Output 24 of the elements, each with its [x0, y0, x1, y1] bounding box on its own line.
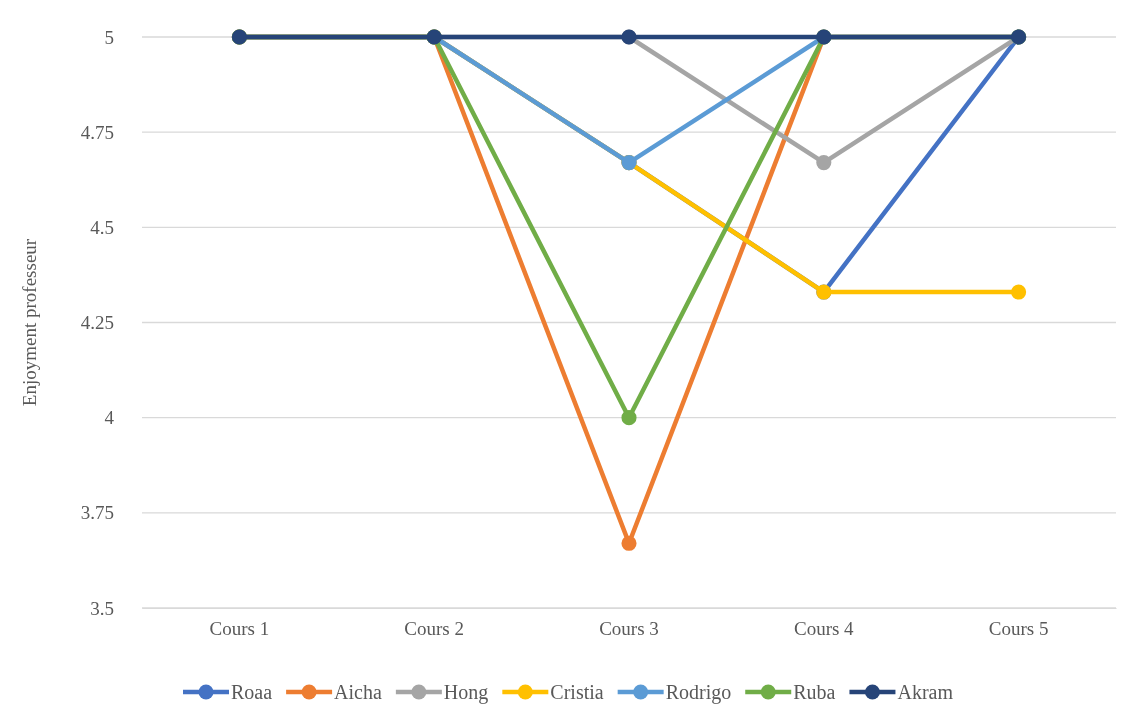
- legend-label: Roaa: [231, 681, 273, 703]
- legend-label: Ruba: [793, 681, 836, 703]
- legend-label: Rodrigo: [665, 681, 732, 704]
- legend-label: Aicha: [334, 681, 382, 703]
- y-tick-label: 4.75: [80, 121, 114, 143]
- point: [621, 410, 637, 426]
- legend-label: Akram: [897, 681, 954, 703]
- legend-label: Hong: [443, 681, 489, 704]
- y-tick-label: 5: [104, 26, 114, 48]
- y-tick-label: 4.25: [80, 312, 114, 334]
- point: [621, 535, 637, 551]
- x-tick-label: Cours 5: [988, 618, 1049, 640]
- y-tick-label: 3.75: [80, 502, 114, 524]
- x-tick-label: Cours 3: [599, 618, 659, 640]
- y-axis-title: Enjoyment professeur: [19, 238, 40, 407]
- x-tick-label: Cours 1: [209, 618, 270, 640]
- legend-label: Cristia: [550, 681, 604, 703]
- point: [816, 155, 832, 171]
- point: [1011, 284, 1027, 300]
- y-tick-label: 4.5: [90, 216, 114, 238]
- x-tick-label: Cours 4: [793, 618, 855, 640]
- y-tick-label: 4: [104, 407, 115, 429]
- x-tick-label: Cours 2: [404, 618, 465, 640]
- y-tick-label: 3.5: [90, 597, 114, 619]
